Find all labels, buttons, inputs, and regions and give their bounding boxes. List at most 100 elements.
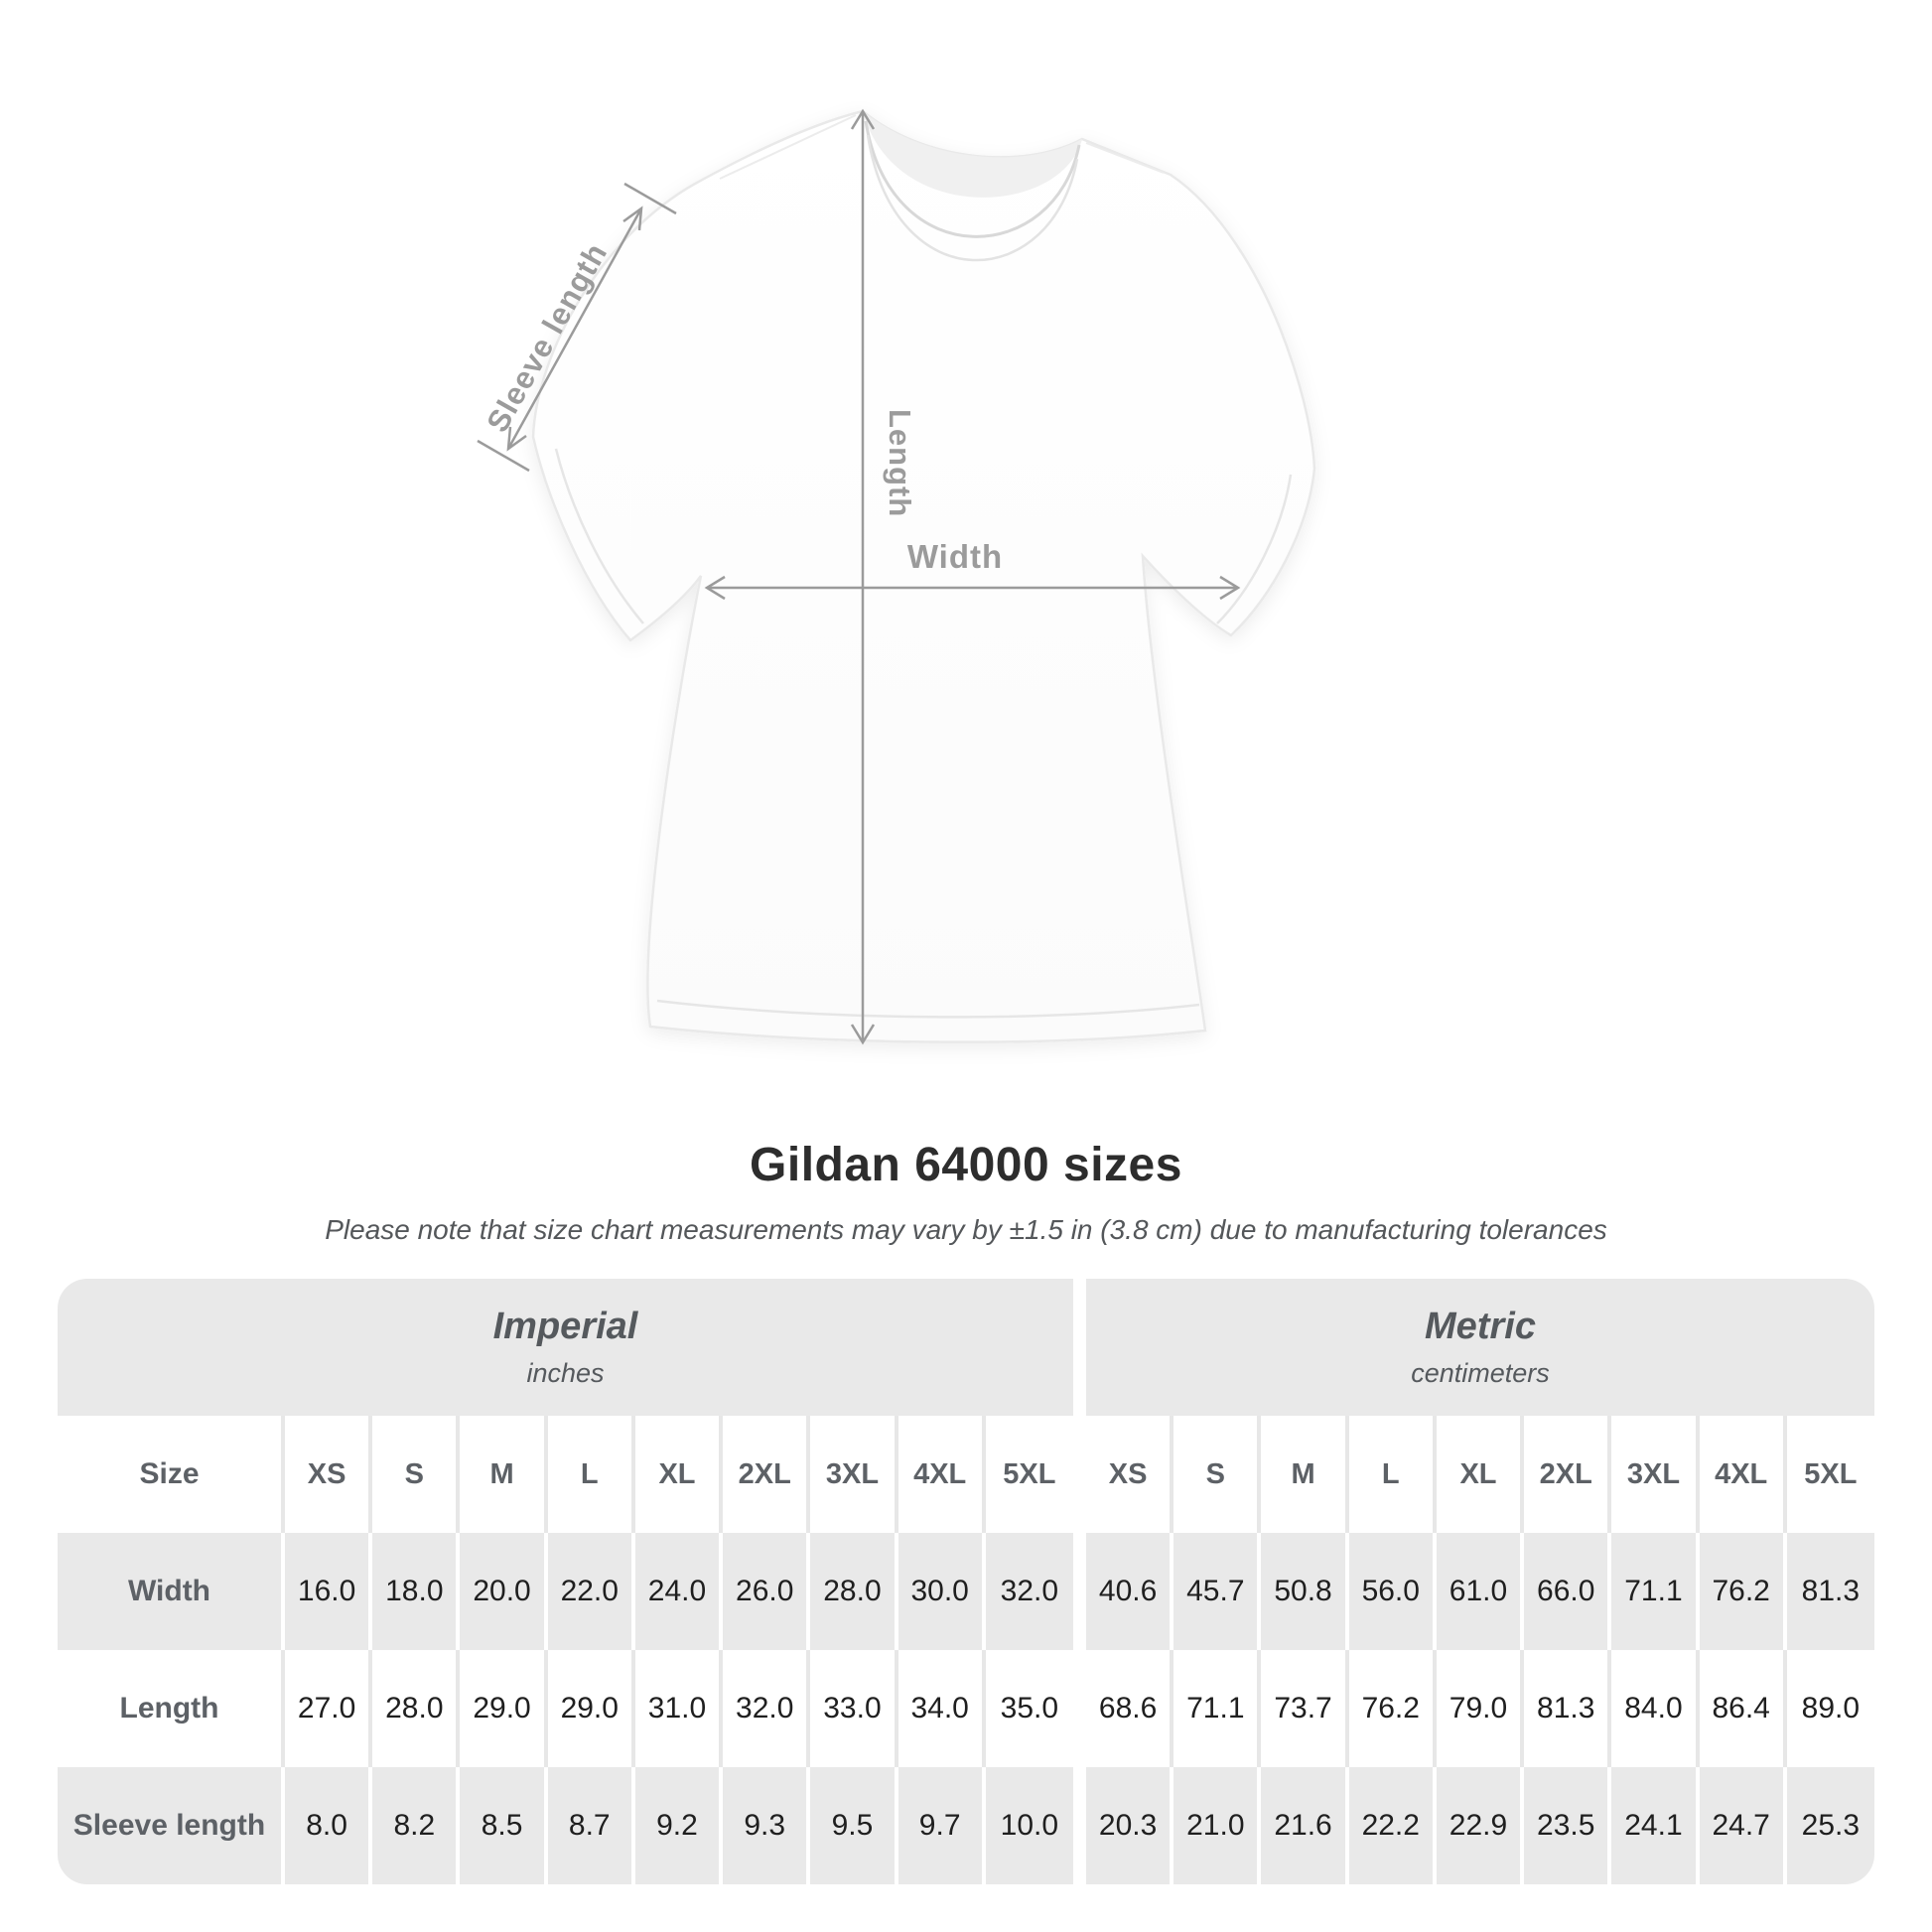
value-cell: 35.0 xyxy=(985,1650,1073,1767)
value-cell: 21.0 xyxy=(1173,1767,1262,1884)
value-cell: 68.6 xyxy=(1085,1650,1174,1767)
value-cell: 20.3 xyxy=(1085,1767,1174,1884)
size-cell: XS xyxy=(285,1416,373,1533)
size-cell: XL xyxy=(634,1416,724,1533)
value-cell: 9.5 xyxy=(810,1767,898,1884)
metric-title: Metric xyxy=(1425,1306,1536,1347)
value-cell: 76.2 xyxy=(1699,1533,1787,1650)
row-label: Size xyxy=(58,1416,285,1533)
shoulder-seam-left xyxy=(719,114,857,180)
value-cell: 18.0 xyxy=(372,1533,461,1650)
sleeve-arrowhead-bottom xyxy=(506,426,527,452)
value-cell: 23.5 xyxy=(1524,1767,1612,1884)
value-cell: 86.4 xyxy=(1699,1650,1787,1767)
value-cell: 22.0 xyxy=(547,1533,635,1650)
size-chart-table: Imperial inches Metric centimeters Size X… xyxy=(58,1279,1874,1884)
row-label: Sleeve length xyxy=(58,1767,285,1884)
size-cell: 2XL xyxy=(1524,1416,1612,1533)
width-arrowhead-left xyxy=(704,575,726,601)
size-cell: 5XL xyxy=(985,1416,1073,1533)
width-label: Width xyxy=(907,538,1003,575)
length-arrowhead-top xyxy=(850,108,876,130)
value-cell: 66.0 xyxy=(1524,1533,1612,1650)
value-cell: 29.0 xyxy=(547,1650,635,1767)
size-cell: 5XL xyxy=(1786,1416,1874,1533)
value-cell: 24.0 xyxy=(634,1533,724,1650)
length-row: Length 27.0 28.0 29.0 29.0 31.0 32.0 33.0 34.0 35… xyxy=(58,1650,1874,1767)
value-cell: 20.0 xyxy=(460,1533,548,1650)
value-cell: 32.0 xyxy=(985,1533,1073,1650)
shoulder-seam-right xyxy=(1085,142,1165,174)
size-cell: 3XL xyxy=(810,1416,898,1533)
size-header-row: Size XS S M L XL 2XL 3XL 4XL 5XL XS S M L XL 2XL 3XL 4XL 5… xyxy=(58,1416,1874,1533)
page-title: Gildan 64000 sizes xyxy=(750,1139,1182,1191)
value-cell: 25.3 xyxy=(1786,1767,1874,1884)
row-label: Width xyxy=(58,1533,285,1650)
size-cell: M xyxy=(1261,1416,1349,1533)
value-cell: 8.2 xyxy=(372,1767,461,1884)
width-row: Width 16.0 18.0 20.0 22.0 24.0 26.0 28.0 30.0 32.… xyxy=(58,1533,1874,1650)
value-cell: 76.2 xyxy=(1348,1650,1437,1767)
size-cell: L xyxy=(1348,1416,1437,1533)
collar-neckline xyxy=(864,120,1081,238)
value-cell: 31.0 xyxy=(634,1650,724,1767)
row-label: Length xyxy=(58,1650,285,1767)
value-cell: 32.0 xyxy=(723,1650,811,1767)
value-cell: 45.7 xyxy=(1173,1533,1262,1650)
value-cell: 29.0 xyxy=(460,1650,548,1767)
size-cell: 4XL xyxy=(1699,1416,1787,1533)
value-cell: 30.0 xyxy=(897,1533,986,1650)
value-cell: 9.3 xyxy=(723,1767,811,1884)
measurement-lines xyxy=(477,108,1241,1045)
size-cell: L xyxy=(547,1416,635,1533)
sleeve-length-row: Sleeve length 8.0 8.2 8.5 8.7 9.2 9.3 9.5 9.7 10.… xyxy=(58,1767,1874,1884)
value-cell: 9.2 xyxy=(634,1767,724,1884)
value-cell: 22.9 xyxy=(1436,1767,1525,1884)
half-divider xyxy=(1073,1279,1086,1416)
value-cell: 8.5 xyxy=(460,1767,548,1884)
half-divider xyxy=(1072,1416,1086,1533)
size-cell: 2XL xyxy=(723,1416,811,1533)
value-cell: 81.3 xyxy=(1524,1650,1612,1767)
value-cell: 27.0 xyxy=(285,1650,373,1767)
width-arrowhead-right xyxy=(1219,575,1241,601)
size-cell: XL xyxy=(1436,1416,1525,1533)
value-cell: 8.7 xyxy=(547,1767,635,1884)
value-cell: 33.0 xyxy=(810,1650,898,1767)
tshirt-figure: Sleeve length Length Width xyxy=(477,108,1316,1045)
value-cell: 8.0 xyxy=(285,1767,373,1884)
bottom-hem-stitch xyxy=(656,999,1200,1019)
unit-header-row: Imperial inches Metric centimeters xyxy=(58,1279,1874,1416)
metric-unit: centimeters xyxy=(1411,1358,1550,1388)
sleeve-end-tick-top xyxy=(623,182,677,215)
value-cell: 34.0 xyxy=(897,1650,986,1767)
value-cell: 84.0 xyxy=(1611,1650,1700,1767)
value-cell: 28.0 xyxy=(372,1650,461,1767)
imperial-unit: inches xyxy=(526,1358,605,1388)
value-cell: 61.0 xyxy=(1436,1533,1525,1650)
value-cell: 26.0 xyxy=(723,1533,811,1650)
sleeve-stitch-left xyxy=(554,448,644,624)
sleeve-end-tick-bottom xyxy=(477,439,530,473)
value-cell: 40.6 xyxy=(1085,1533,1174,1650)
size-cell: S xyxy=(372,1416,461,1533)
size-cell: S xyxy=(1173,1416,1262,1533)
value-cell: 16.0 xyxy=(285,1533,373,1650)
tshirt-body xyxy=(531,109,1316,1043)
value-cell: 24.7 xyxy=(1699,1767,1787,1884)
half-divider xyxy=(1072,1533,1086,1650)
heading-block: Gildan 64000 sizes Please note that size… xyxy=(0,1138,1932,1246)
value-cell: 50.8 xyxy=(1261,1533,1349,1650)
half-divider xyxy=(1072,1767,1086,1884)
size-cell: 3XL xyxy=(1611,1416,1700,1533)
value-cell: 73.7 xyxy=(1261,1650,1349,1767)
collar-inside-shadow xyxy=(863,111,1082,198)
value-cell: 71.1 xyxy=(1611,1533,1700,1650)
sleeve-dimension-line xyxy=(506,207,643,450)
length-label: Length xyxy=(883,409,917,517)
value-cell: 9.7 xyxy=(897,1767,986,1884)
half-divider xyxy=(1072,1650,1086,1767)
value-cell: 81.3 xyxy=(1786,1533,1874,1650)
size-cell: XS xyxy=(1085,1416,1174,1533)
